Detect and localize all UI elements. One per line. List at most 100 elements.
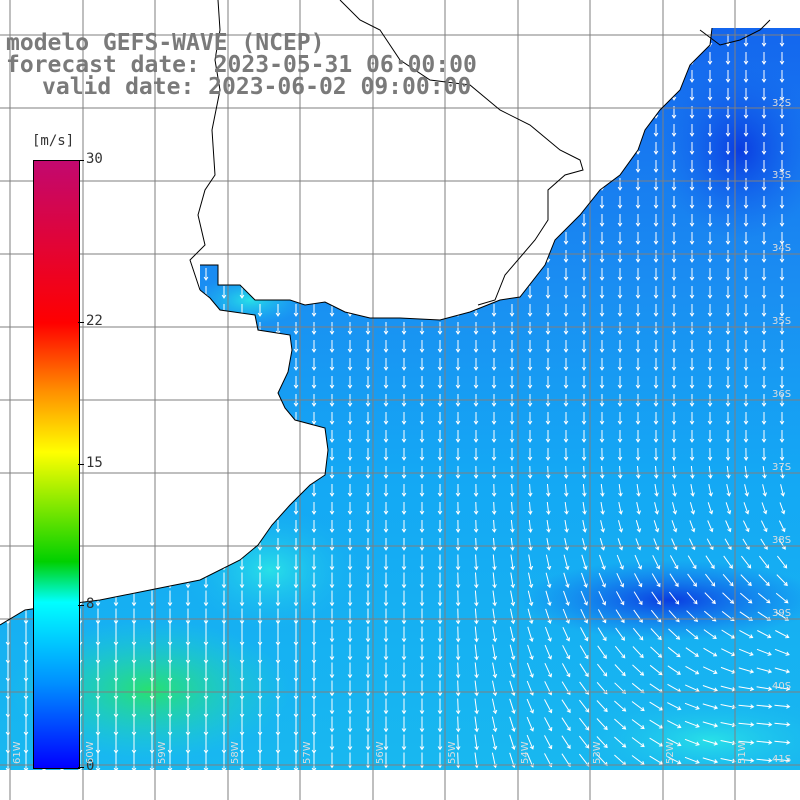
wind-arrow — [563, 214, 569, 227]
wind-arrow — [684, 738, 700, 746]
wind-arrow — [633, 609, 643, 623]
wind-arrow — [689, 430, 695, 443]
wind-arrow — [401, 448, 407, 461]
wind-arrow — [690, 465, 695, 479]
wind-arrow — [329, 502, 335, 515]
wind-arrow — [455, 214, 461, 227]
wind-arrow — [635, 286, 641, 299]
wind-arrow — [723, 555, 733, 569]
wind-arrow — [185, 124, 191, 137]
wind-arrow — [653, 34, 659, 47]
wind-arrow — [544, 644, 552, 660]
wind-arrow — [743, 124, 749, 137]
wind-arrow — [667, 756, 682, 765]
wind-arrow — [185, 538, 191, 551]
wind-arrow — [599, 447, 605, 461]
wind-arrow — [437, 196, 443, 209]
wind-arrow — [455, 590, 461, 607]
wind-arrow — [527, 268, 533, 281]
wind-arrow — [437, 412, 443, 425]
wind-arrow — [671, 358, 677, 371]
wind-arrow — [761, 124, 767, 137]
lon-label: 51W — [737, 741, 748, 764]
wind-arrow — [636, 465, 641, 479]
wind-arrow — [239, 124, 245, 137]
wind-arrow — [113, 142, 119, 155]
wind-arrow — [616, 554, 624, 570]
wind-arrow — [510, 572, 516, 589]
wind-arrow — [329, 538, 335, 551]
wind-arrow — [492, 554, 497, 571]
wind-arrow — [365, 448, 371, 461]
wind-arrow — [581, 412, 587, 425]
wind-arrow — [779, 214, 785, 227]
wind-arrow — [689, 304, 695, 317]
wind-arrow — [23, 430, 29, 443]
wind-arrow — [581, 322, 587, 335]
wind-arrow — [744, 465, 749, 479]
wind-arrow — [311, 340, 317, 353]
wind-arrow — [671, 124, 677, 137]
wind-arrow — [761, 430, 767, 443]
wind-arrow — [5, 749, 11, 770]
wind-arrow — [149, 232, 155, 245]
wind-arrow — [401, 322, 407, 335]
wind-arrow — [401, 376, 407, 389]
wind-arrow — [329, 626, 335, 643]
wind-arrow — [563, 52, 569, 65]
wind-arrow — [635, 520, 642, 533]
wind-arrow — [775, 592, 789, 604]
wind-arrow — [167, 358, 173, 371]
wind-arrow — [437, 502, 443, 515]
wind-arrow — [113, 430, 119, 443]
wind-arrow — [239, 484, 245, 497]
wind-arrow — [704, 592, 716, 605]
wind-arrow — [347, 232, 353, 245]
wind-arrow — [581, 376, 587, 389]
wind-arrow — [509, 70, 515, 83]
wind-arrow — [293, 322, 299, 335]
wind-arrow — [401, 626, 407, 643]
wind-arrow — [131, 214, 137, 227]
wind-arrow — [491, 322, 497, 335]
wind-arrow — [347, 590, 353, 607]
wind-arrow — [455, 430, 461, 443]
wind-arrow — [739, 592, 753, 604]
wind-arrow — [779, 358, 785, 371]
wind-arrow — [492, 680, 498, 697]
wind-arrow — [311, 376, 317, 389]
wind-arrow — [239, 376, 245, 389]
wind-arrow — [293, 160, 299, 173]
wind-arrow — [617, 214, 623, 227]
wind-arrow — [563, 34, 569, 47]
wind-arrow — [527, 88, 533, 101]
wind-arrow — [650, 609, 662, 623]
wind-arrow — [383, 232, 389, 245]
wind-arrow — [257, 430, 263, 443]
wind-arrow — [491, 250, 497, 263]
wind-arrow — [618, 502, 623, 515]
wind-arrow — [762, 466, 767, 479]
wind-arrow — [492, 590, 497, 607]
wind-arrow — [743, 340, 749, 353]
wind-arrow — [23, 484, 29, 497]
wind-arrow — [383, 322, 389, 335]
wind-arrow — [509, 698, 516, 715]
wind-arrow — [761, 376, 767, 389]
wind-arrow — [582, 483, 587, 497]
wind-arrow — [618, 484, 623, 497]
wind-arrow — [113, 124, 119, 137]
wind-arrow — [756, 686, 773, 692]
wind-arrow — [759, 555, 770, 569]
wind-arrow — [167, 749, 173, 770]
wind-arrow — [167, 286, 173, 299]
wind-arrow — [707, 124, 713, 137]
wind-arrow — [185, 250, 191, 263]
wind-arrow — [707, 286, 713, 299]
wind-arrow — [365, 554, 371, 571]
wind-arrow — [95, 340, 101, 353]
wind-arrow — [149, 286, 155, 299]
wind-arrow — [203, 502, 209, 515]
wind-arrow — [401, 520, 407, 533]
wind-arrow — [671, 196, 677, 209]
